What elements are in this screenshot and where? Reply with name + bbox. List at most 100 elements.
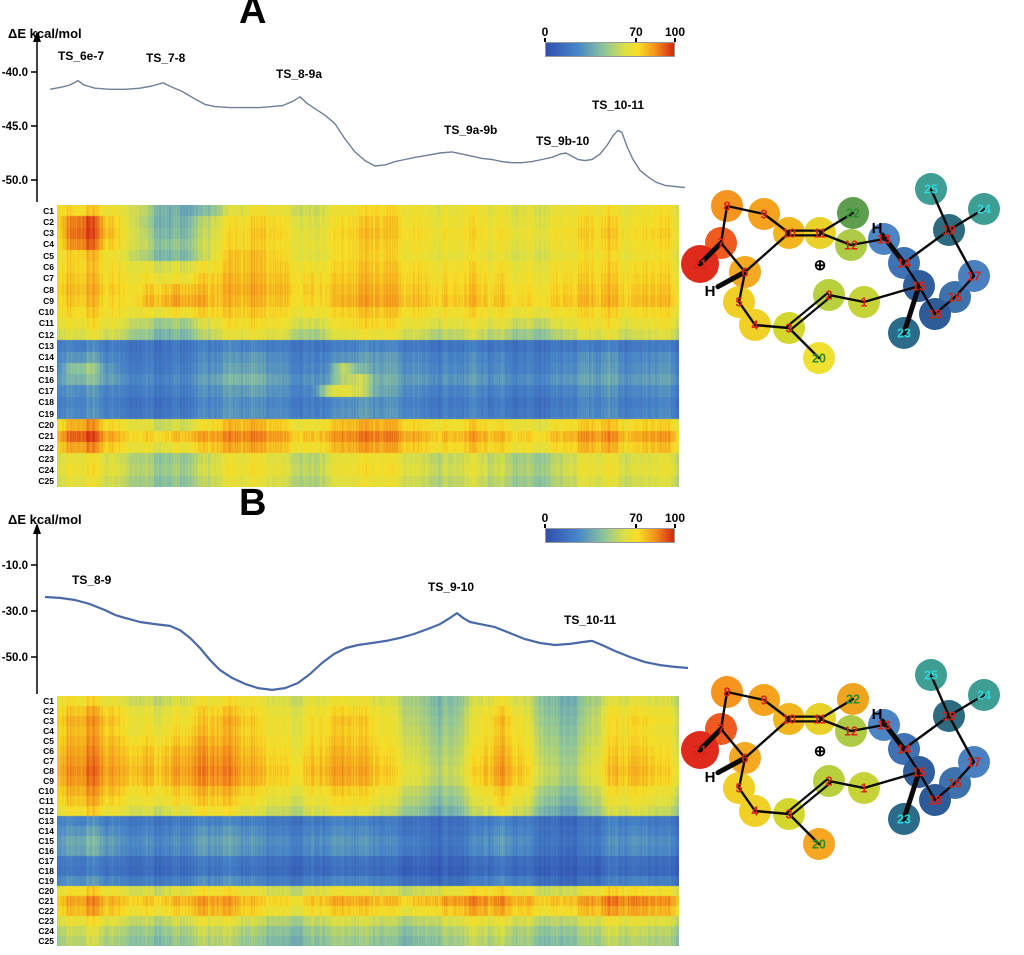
bond	[917, 284, 937, 316]
atom-number-12: 12	[844, 239, 858, 253]
energy-profile-line	[49, 79, 686, 189]
bond	[933, 295, 957, 316]
heatmap-row-label: C2	[43, 216, 54, 227]
y-tick-label: -45.0	[2, 121, 28, 133]
atom-number-11: 11	[813, 713, 826, 727]
charge-symbol: ⊕	[814, 743, 827, 760]
atom-number-10: 10	[782, 227, 796, 241]
heatmap-row-label: C20	[38, 419, 54, 430]
atom-number-21: 21	[693, 258, 707, 272]
bond	[762, 698, 791, 721]
heatmap-row-label: C22	[38, 906, 54, 916]
heatmap-row-label: C4	[43, 239, 54, 250]
atom-number-20: 20	[812, 838, 826, 852]
bond	[947, 207, 986, 232]
atom-number-4: 4	[752, 805, 759, 819]
panel-b-heatmap	[57, 696, 679, 946]
panel-a-y-axis-title: ΔE kcal/mol	[8, 26, 82, 41]
bond	[818, 231, 853, 247]
y-tick-label: -10.0	[2, 560, 28, 572]
heatmap-row-label: C16	[38, 846, 54, 856]
bond	[737, 786, 757, 813]
heatmap-row-label: C17	[38, 386, 54, 397]
ts-label: TS_8-9a	[276, 67, 322, 81]
atom-number-23: 23	[897, 327, 911, 341]
h-label: H	[705, 283, 716, 300]
atom-number-18: 18	[928, 308, 942, 322]
atom-number-6: 6	[742, 752, 749, 766]
atom-number-2: 2	[826, 289, 833, 303]
bond	[725, 690, 766, 702]
bond	[917, 770, 937, 802]
heatmap-row-label: C24	[38, 465, 54, 476]
ts-label: TS_9a-9b	[444, 123, 497, 137]
heatmap-row-label: C12	[38, 329, 54, 340]
colorbar-tick-mark	[544, 38, 546, 42]
bond	[715, 269, 748, 290]
bond	[789, 295, 832, 331]
heatmap-row-label: C19	[38, 408, 54, 419]
atom-number-10: 10	[782, 713, 796, 727]
atom-number-2: 2	[826, 775, 833, 789]
heatmap-row-label: C10	[38, 307, 54, 318]
bond	[902, 714, 951, 751]
heatmap-row-label: C5	[43, 250, 54, 261]
bond	[947, 693, 986, 718]
bond	[849, 237, 886, 247]
atom-number-7: 7	[718, 723, 725, 737]
atom-number-18: 18	[928, 794, 942, 808]
heatmap-row-label: C21	[38, 896, 54, 906]
ts-label: TS_10-11	[564, 613, 616, 627]
bond	[787, 326, 821, 360]
colorbar-tick-label: 0	[541, 25, 549, 39]
heatmap-row-label: C15	[38, 836, 54, 846]
bond	[725, 204, 766, 216]
ts-label: TS_10-11	[592, 98, 644, 112]
heatmap-row-label: C1	[43, 696, 54, 706]
atom-number-25: 25	[924, 669, 938, 683]
atom-number-9: 9	[761, 208, 768, 222]
heatmap-row-label: C15	[38, 363, 54, 374]
h-label: H	[872, 220, 883, 237]
colorbar-tick-mark	[544, 524, 546, 528]
colorbar-tick-label: 100	[664, 25, 686, 39]
bond	[719, 204, 729, 245]
heatmap-row-label: C11	[38, 318, 54, 329]
panel-b-y-axis-title: ΔE kcal/mol	[8, 512, 82, 527]
heatmap-row-label: C18	[38, 866, 54, 876]
bond	[933, 781, 957, 802]
heatmap-row-label: C13	[38, 816, 54, 826]
colorbar-tick-mark	[674, 524, 676, 528]
panel-a-heatmap	[57, 205, 679, 487]
ts-label: TS_9b-10	[536, 134, 590, 148]
atom-number-19: 19	[942, 710, 956, 724]
colorbar-tick-label: 100	[664, 511, 686, 525]
y-tick-label: -50.0	[2, 175, 28, 187]
bond	[827, 293, 866, 304]
colorbar-gradient	[545, 42, 675, 57]
heatmap-row-label: C7	[43, 273, 54, 284]
bond	[737, 756, 747, 790]
bond	[879, 232, 907, 266]
bond	[762, 212, 791, 235]
atom-number-20: 20	[812, 352, 826, 366]
heatmap-row-label: C5	[43, 736, 54, 746]
panel-b-letter: B	[239, 482, 267, 524]
colorbar-tick-mark	[635, 524, 637, 528]
y-axis-arrow	[33, 523, 41, 534]
bond	[901, 769, 922, 822]
heatmap-row-label: C13	[38, 341, 54, 351]
panel-a-energy-profile: -40.0 -45.0 -50.0 TS_6e-7 TS_7-8 TS_8-9a TS_9a…	[2, 31, 686, 202]
atom-number-21: 21	[693, 744, 707, 758]
atom-number-17: 17	[967, 756, 981, 770]
colorbar-tick-mark	[635, 38, 637, 42]
heatmap-row-label: C18	[38, 397, 54, 408]
colorbar-tick-mark	[674, 38, 676, 42]
heatmap-row-label: C22	[38, 442, 54, 453]
atom-number-14: 14	[897, 743, 911, 757]
atom-number-3: 3	[786, 808, 793, 822]
heatmap-row-label: C24	[38, 926, 54, 936]
